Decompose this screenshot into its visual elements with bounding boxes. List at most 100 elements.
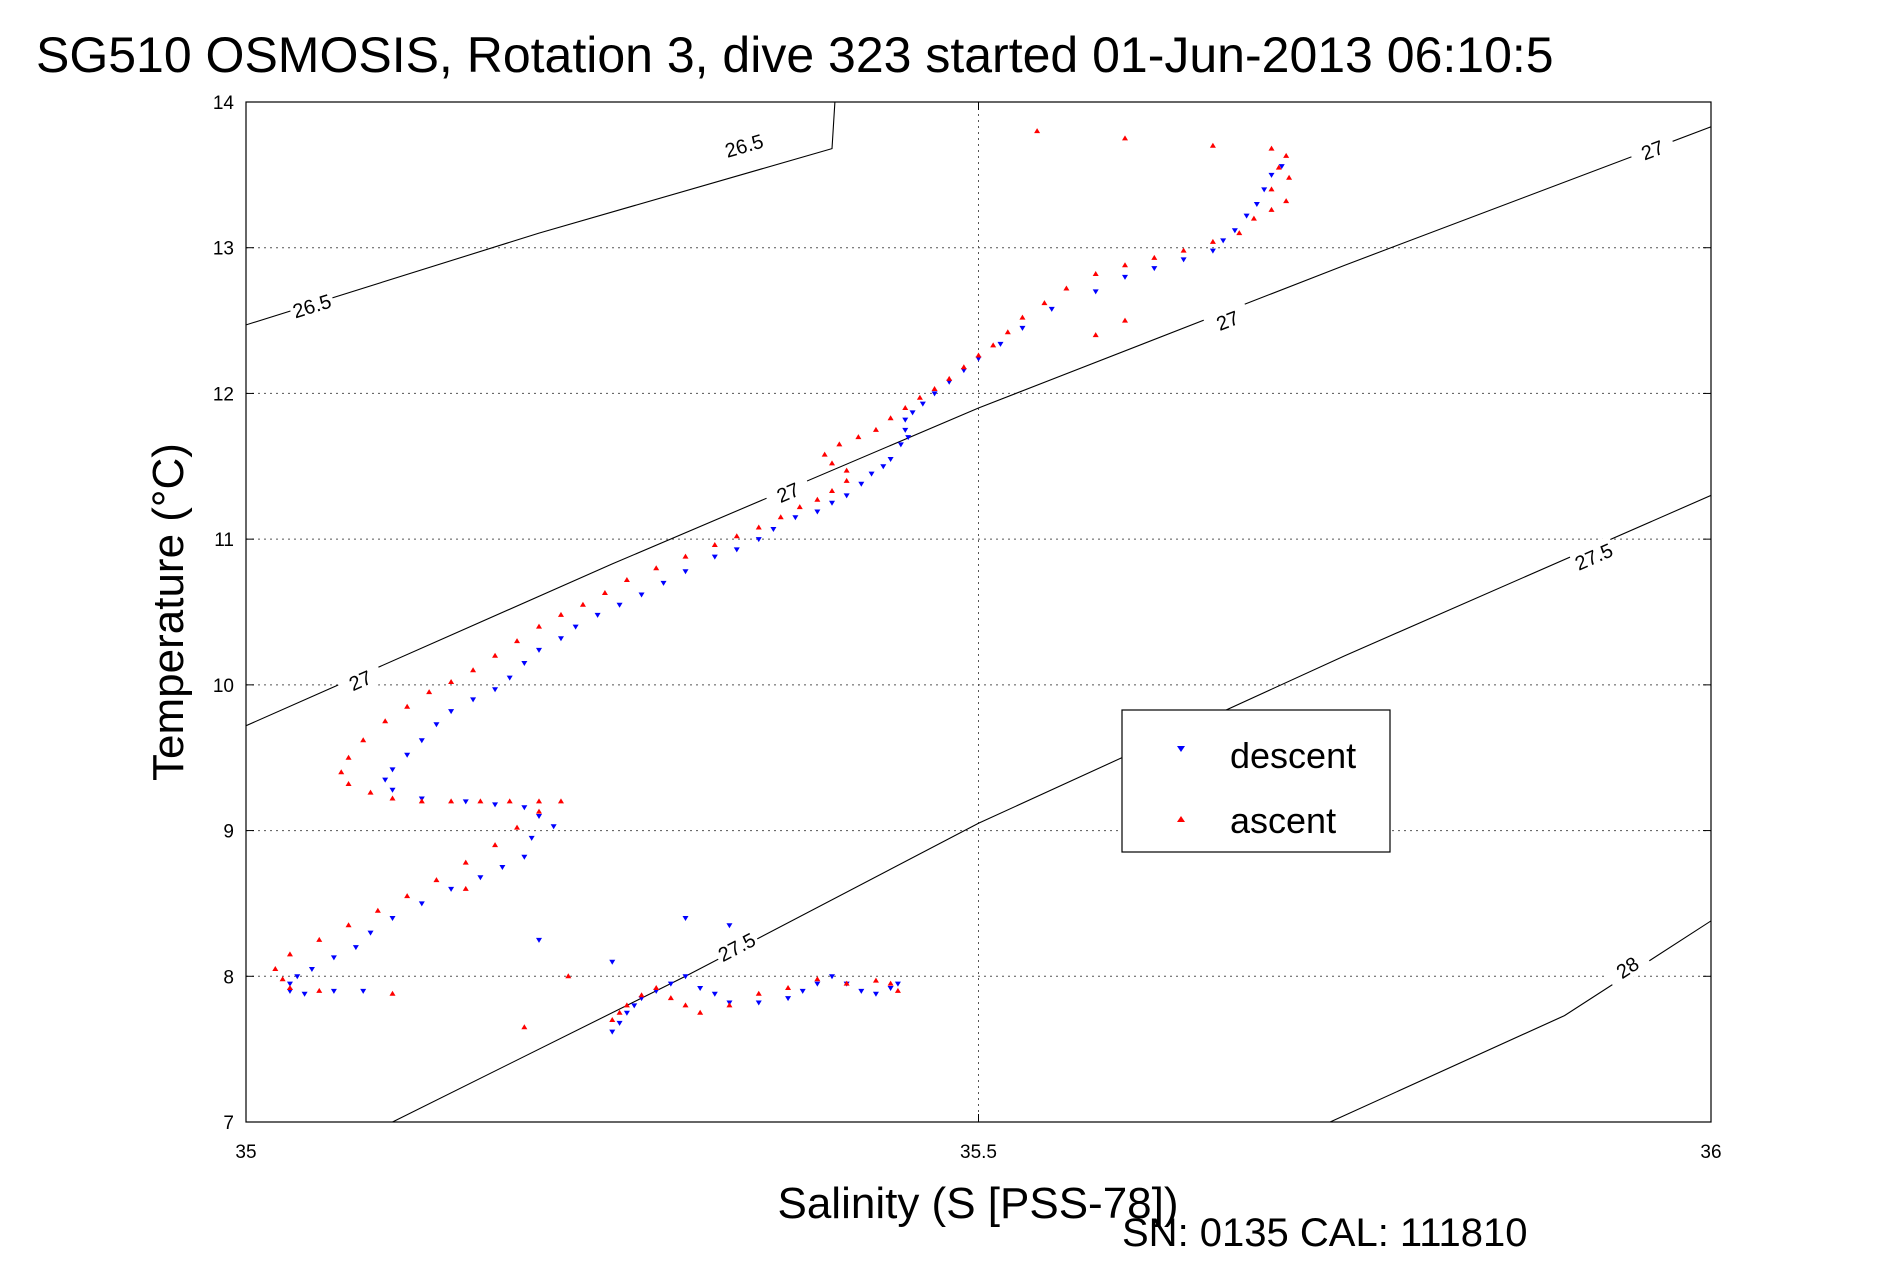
ascent-point xyxy=(1268,145,1275,151)
descent-point xyxy=(1253,202,1260,207)
ascent-point xyxy=(470,667,477,673)
x-tick-label: 35 xyxy=(235,1142,256,1163)
isopycnal-label-bg xyxy=(1627,130,1677,169)
descent-point xyxy=(814,981,821,987)
descent-point xyxy=(880,464,887,470)
ascent-point xyxy=(1268,186,1275,192)
ascent-point xyxy=(579,601,586,607)
y-tick-label: 13 xyxy=(213,239,234,260)
legend-descent-label: descent xyxy=(1230,735,1356,776)
ascent-point xyxy=(404,893,411,899)
descent-point xyxy=(308,967,315,972)
descent-point xyxy=(1278,164,1285,170)
ascent-point xyxy=(418,798,425,804)
ascent-point xyxy=(514,638,521,644)
ascent-point xyxy=(829,488,835,494)
descent-point xyxy=(638,996,645,1002)
legend-ascent-marker xyxy=(1177,816,1185,822)
descent-point xyxy=(404,752,411,758)
descent-point xyxy=(946,379,953,385)
descent-point xyxy=(931,391,938,397)
descent-point xyxy=(799,988,806,994)
y-axis-ticks: 7 8 9 10 11 12 13 14 xyxy=(213,93,1711,1134)
ascent-point xyxy=(796,504,803,510)
ascent-point xyxy=(286,984,293,990)
descent-point xyxy=(785,996,792,1002)
y-tick-label: 9 xyxy=(223,822,234,843)
descent-point xyxy=(975,356,982,362)
descent-point xyxy=(905,435,912,441)
descent-point xyxy=(286,981,293,987)
isopycnal-label-bg xyxy=(762,471,813,512)
isopycnal-line-26.5 xyxy=(246,102,836,326)
footer-serial-cal: SN: 0135 CAL: 111810 xyxy=(1122,1211,1527,1255)
ascent-point xyxy=(360,737,367,743)
ascent-point xyxy=(887,980,894,986)
ascent-point xyxy=(345,780,352,786)
descent-point xyxy=(887,457,894,462)
descent-point xyxy=(1092,289,1099,295)
descent-point xyxy=(286,988,293,994)
ascent-point xyxy=(448,798,455,804)
descent-point xyxy=(557,636,564,642)
descent-point xyxy=(528,835,535,841)
descent-point xyxy=(418,901,425,907)
ascent-point xyxy=(682,1002,689,1008)
descent-point xyxy=(902,427,909,433)
ascent-point xyxy=(843,477,850,483)
ascent-point xyxy=(601,590,608,596)
descent-point xyxy=(726,923,733,929)
y-tick-label: 8 xyxy=(223,967,234,988)
ascent-point xyxy=(814,976,821,982)
descent-point xyxy=(389,767,396,773)
ascent-point xyxy=(1092,332,1099,338)
ascent-point xyxy=(843,980,850,986)
ascent-point xyxy=(286,951,293,957)
descent-point xyxy=(536,937,542,943)
descent-point xyxy=(631,1003,638,1009)
descent-point xyxy=(755,1000,762,1006)
ascent-point xyxy=(623,576,630,582)
ascent-point xyxy=(682,553,689,559)
ascent-point xyxy=(653,984,660,990)
ascent-point xyxy=(855,434,862,440)
legend: descent ascent xyxy=(1121,709,1391,853)
descent-point xyxy=(550,824,557,830)
descent-point xyxy=(594,612,601,618)
descent-point xyxy=(301,991,308,997)
descent-point xyxy=(653,988,660,994)
ascent-point xyxy=(316,936,323,942)
ascent-point xyxy=(990,342,997,348)
ascent-point xyxy=(1019,314,1026,320)
ascent-point xyxy=(638,992,645,998)
isopycnal-label-bg xyxy=(1202,300,1253,339)
descent-point xyxy=(1231,228,1238,234)
descent-point xyxy=(367,930,374,936)
ascent-point xyxy=(557,611,564,617)
ascent-point xyxy=(477,798,484,804)
ascent-point xyxy=(1034,128,1041,134)
descent-point xyxy=(352,945,359,951)
descent-point xyxy=(858,481,865,487)
ascent-point xyxy=(814,496,821,502)
ascent-point xyxy=(616,1009,623,1015)
isopycnal-line-27 xyxy=(246,126,1711,727)
ascent-point xyxy=(623,1002,630,1008)
descent-point xyxy=(623,1010,630,1016)
descent-point xyxy=(1243,213,1250,219)
isopycnal-label-bg xyxy=(1568,535,1619,576)
descent-point xyxy=(477,875,484,881)
ascent-point xyxy=(894,987,901,993)
ascent-point xyxy=(872,426,879,432)
ascent-point xyxy=(1209,238,1216,244)
ascent-point xyxy=(609,1017,616,1022)
legend-descent-marker xyxy=(1177,746,1185,752)
descent-point xyxy=(682,916,689,921)
descent-point xyxy=(868,471,875,477)
grid xyxy=(246,102,1711,1122)
ascent-point xyxy=(448,678,455,684)
descent-point xyxy=(616,602,623,608)
ascent-point xyxy=(946,375,953,381)
descent-point xyxy=(660,580,667,586)
descent-point xyxy=(711,991,718,997)
